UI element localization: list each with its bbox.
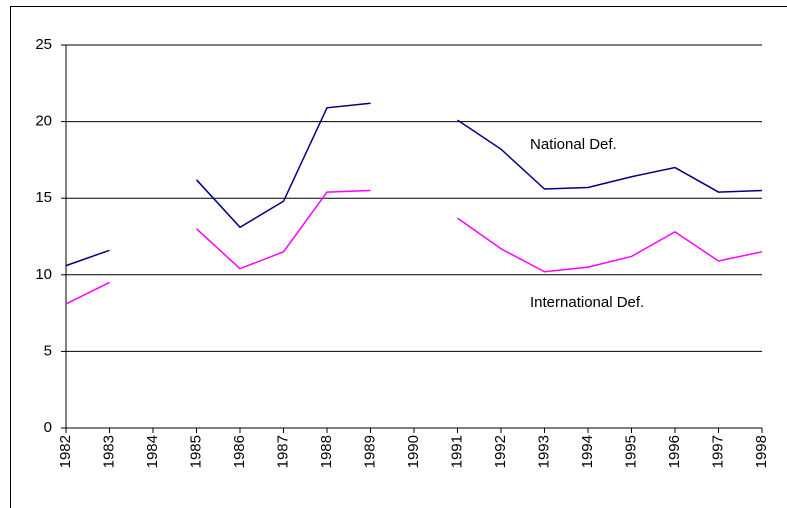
series-line bbox=[65, 189, 763, 305]
x-tick-label: 1983 bbox=[100, 435, 117, 468]
x-tick-label: 1984 bbox=[144, 435, 161, 468]
y-tick-label: 5 bbox=[44, 342, 52, 359]
x-tick-label: 1997 bbox=[709, 435, 726, 468]
y-tick-label: 10 bbox=[35, 266, 52, 283]
y-tick-label: 20 bbox=[35, 113, 52, 130]
x-tick-label: 1995 bbox=[622, 435, 639, 468]
x-tick-label: 1996 bbox=[666, 435, 683, 468]
x-tick-label: 1991 bbox=[448, 435, 465, 468]
chart-frame bbox=[10, 6, 787, 508]
x-tick-label: 1990 bbox=[405, 435, 422, 468]
y-tick-label: 0 bbox=[44, 419, 52, 436]
x-tick-label: 1985 bbox=[187, 435, 204, 468]
x-tick-label: 1992 bbox=[492, 435, 509, 468]
series-line bbox=[65, 102, 763, 267]
x-tick-label: 1987 bbox=[274, 435, 291, 468]
x-tick-label: 1998 bbox=[753, 435, 770, 468]
x-tick-label: 1982 bbox=[57, 435, 74, 468]
series-label: National Def. bbox=[530, 136, 617, 153]
x-tick-label: 1986 bbox=[231, 435, 248, 468]
y-tick-label: 25 bbox=[35, 36, 52, 53]
y-tick-label: 15 bbox=[35, 189, 52, 206]
x-tick-label: 1989 bbox=[361, 435, 378, 468]
x-tick-label: 1994 bbox=[579, 435, 596, 468]
series-label: International Def. bbox=[530, 294, 644, 311]
x-tick-label: 1993 bbox=[535, 435, 552, 468]
x-tick-label: 1988 bbox=[318, 435, 335, 468]
